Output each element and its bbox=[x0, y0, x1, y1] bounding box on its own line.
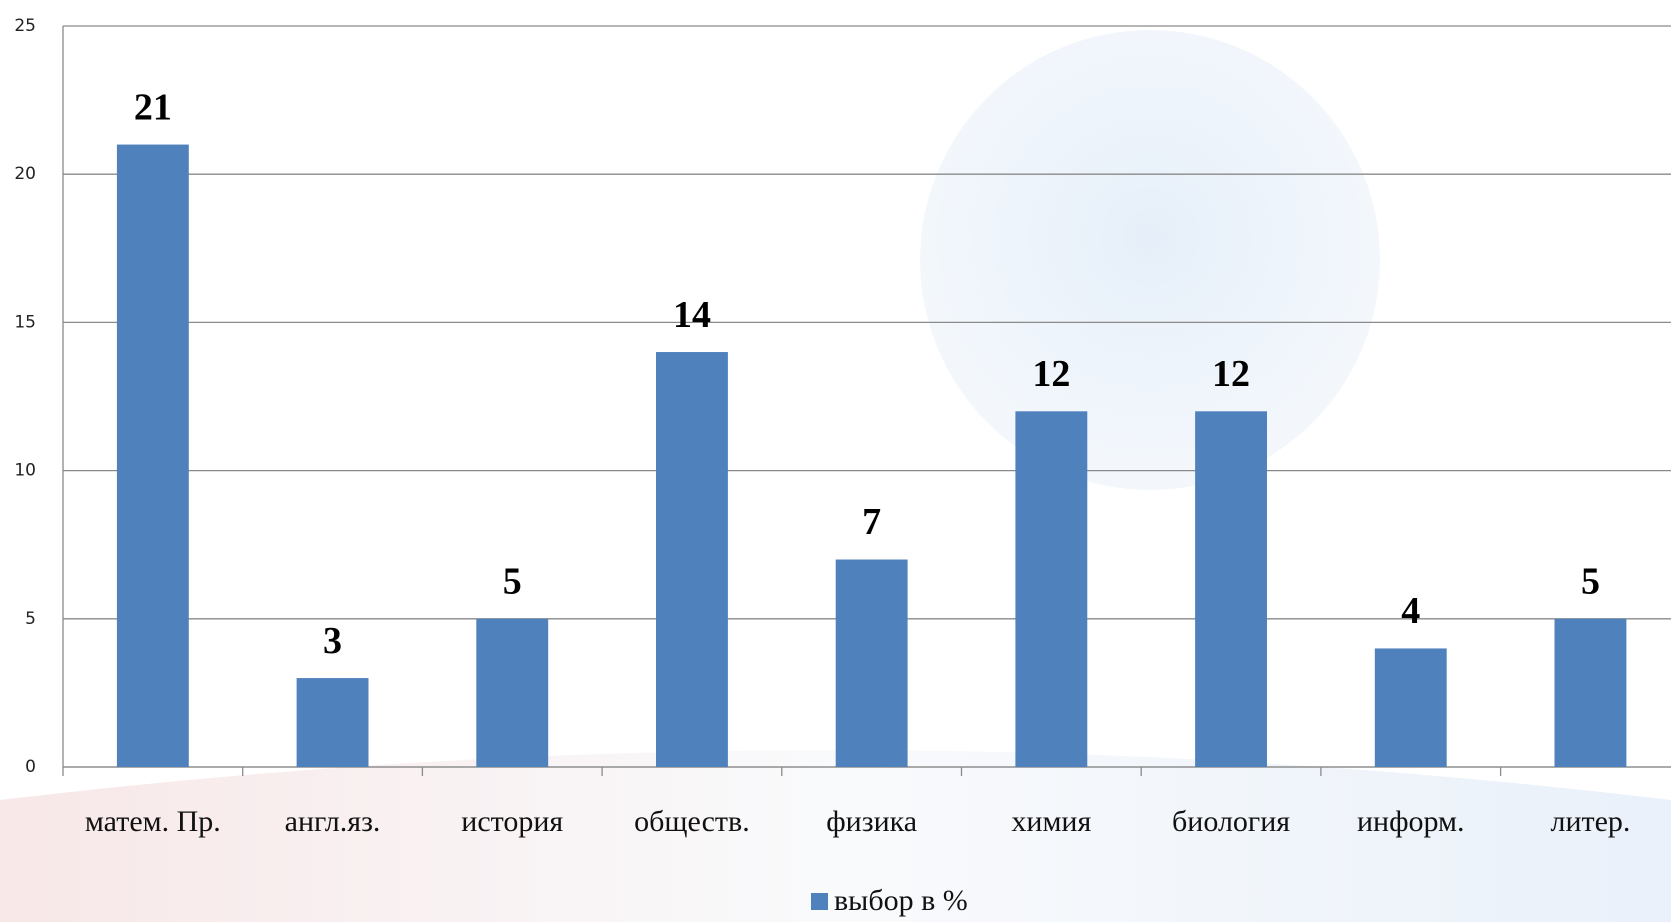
x-tick-label: англ.яз. bbox=[285, 805, 381, 838]
y-tick-label: 15 bbox=[14, 312, 36, 332]
data-label: 5 bbox=[1581, 561, 1600, 603]
legend-label: выбор в % bbox=[834, 884, 968, 917]
x-tick-label: литер. bbox=[1550, 805, 1630, 838]
x-tick-label: химия bbox=[1011, 805, 1091, 838]
legend-swatch bbox=[811, 893, 828, 910]
background-globe bbox=[920, 30, 1380, 490]
y-tick-label: 5 bbox=[25, 609, 36, 629]
data-label: 3 bbox=[323, 620, 342, 662]
y-tick-label: 20 bbox=[14, 164, 36, 184]
data-label: 12 bbox=[1032, 353, 1070, 395]
x-tick-label: биология bbox=[1172, 805, 1290, 838]
data-label: 14 bbox=[673, 294, 711, 336]
bar bbox=[476, 618, 549, 767]
x-tick-label: физика bbox=[826, 805, 917, 838]
background-floor bbox=[0, 750, 1671, 922]
bar bbox=[1374, 648, 1447, 767]
data-label: 7 bbox=[862, 501, 881, 543]
x-tick-label: обществ. bbox=[634, 805, 750, 838]
x-tick-label: информ. bbox=[1357, 805, 1465, 838]
bar bbox=[1195, 411, 1267, 767]
y-tick-label: 0 bbox=[25, 757, 36, 777]
bar bbox=[656, 352, 728, 767]
x-tick-label: матем. Пр. bbox=[85, 805, 221, 838]
data-label: 4 bbox=[1401, 590, 1420, 632]
data-label: 12 bbox=[1212, 353, 1250, 395]
bar bbox=[116, 144, 189, 767]
bar bbox=[1554, 618, 1627, 767]
y-tick-label: 25 bbox=[14, 16, 36, 36]
data-label: 5 bbox=[503, 561, 522, 603]
bar bbox=[1015, 411, 1088, 767]
bar bbox=[835, 559, 908, 767]
x-tick-label: история bbox=[461, 805, 563, 838]
y-tick-label: 10 bbox=[14, 461, 36, 481]
data-label: 21 bbox=[134, 86, 172, 128]
bar bbox=[296, 678, 369, 767]
